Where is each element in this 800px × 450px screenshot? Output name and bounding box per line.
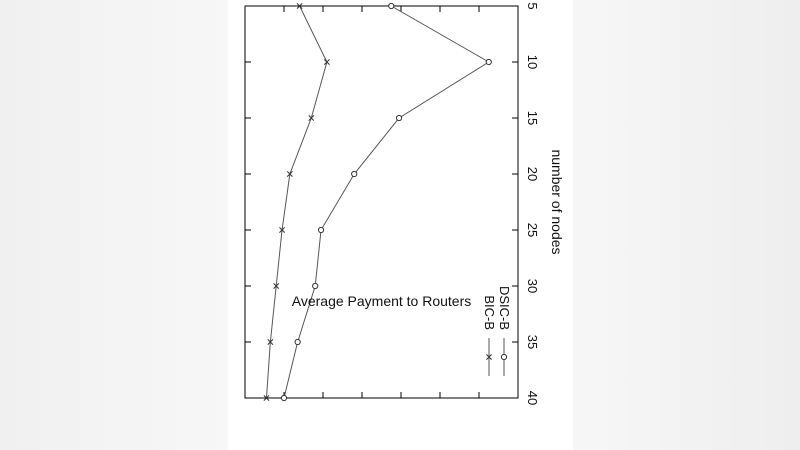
y-axis-ticks: 2 4 6 8 10 12 14 16: [241, 0, 525, 398]
series-line-dsic-b: [283, 5, 490, 399]
figure-paper: [228, 0, 573, 450]
x-tick-label: 30: [525, 279, 540, 293]
data-point-bic-b: [263, 395, 270, 401]
x-tick-label: 40: [525, 391, 540, 405]
data-point-bic-b: [323, 59, 330, 65]
right-blurred-background: [565, 0, 800, 450]
data-point-bic-b: [273, 283, 280, 289]
x-axis-ticks: 5 10 15 20 25 30 35 40: [245, 2, 540, 405]
y-tick-label: 2: [241, 0, 248, 3]
data-point-dsic-b: [312, 282, 319, 290]
x-tick-label: 20: [525, 167, 540, 181]
data-point-bic-b: [279, 227, 286, 233]
y-axis-label: Average Payment to Routers: [292, 293, 472, 309]
data-point-bic-b: [296, 3, 303, 9]
data-point-bic-b: [267, 339, 274, 345]
left-blurred-background: [0, 0, 230, 450]
legend-marker-circle: [500, 353, 508, 361]
x-tick-label: 25: [525, 223, 540, 237]
y-tick-label: 8: [358, 0, 365, 3]
data-point-dsic-b: [280, 394, 288, 402]
data-point-dsic-b: [294, 338, 301, 346]
data-point-bic-b: [308, 115, 315, 121]
y-tick-label: 12: [433, 0, 447, 3]
y-tick-label: 6: [319, 0, 326, 3]
legend-label-dsic-b: DSIC-B: [497, 286, 512, 330]
data-point-dsic-b: [395, 114, 403, 122]
y-tick-label: 10: [394, 0, 408, 3]
series-line-bic-b: [265, 5, 328, 399]
data-point-dsic-b: [485, 58, 492, 66]
data-point-dsic-b: [317, 226, 325, 234]
y-tick-label: 4: [280, 0, 287, 3]
x-tick-label: 35: [525, 335, 540, 349]
legend-label-bic-b: BIC-B: [482, 295, 497, 330]
x-tick-label: 10: [525, 55, 540, 69]
x-tick-label: 15: [525, 111, 540, 125]
data-point-dsic-b: [388, 2, 395, 10]
series-group: [263, 2, 492, 402]
plot-frame: [244, 5, 519, 399]
y-tick-label: 16: [511, 0, 525, 3]
y-tick-label: 14: [472, 0, 486, 3]
x-tick-label: 5: [525, 2, 540, 9]
data-point-bic-b: [286, 171, 293, 177]
legend-marker-cross: [486, 354, 492, 360]
x-axis-label: number of nodes: [549, 149, 565, 254]
data-point-dsic-b: [351, 170, 358, 178]
